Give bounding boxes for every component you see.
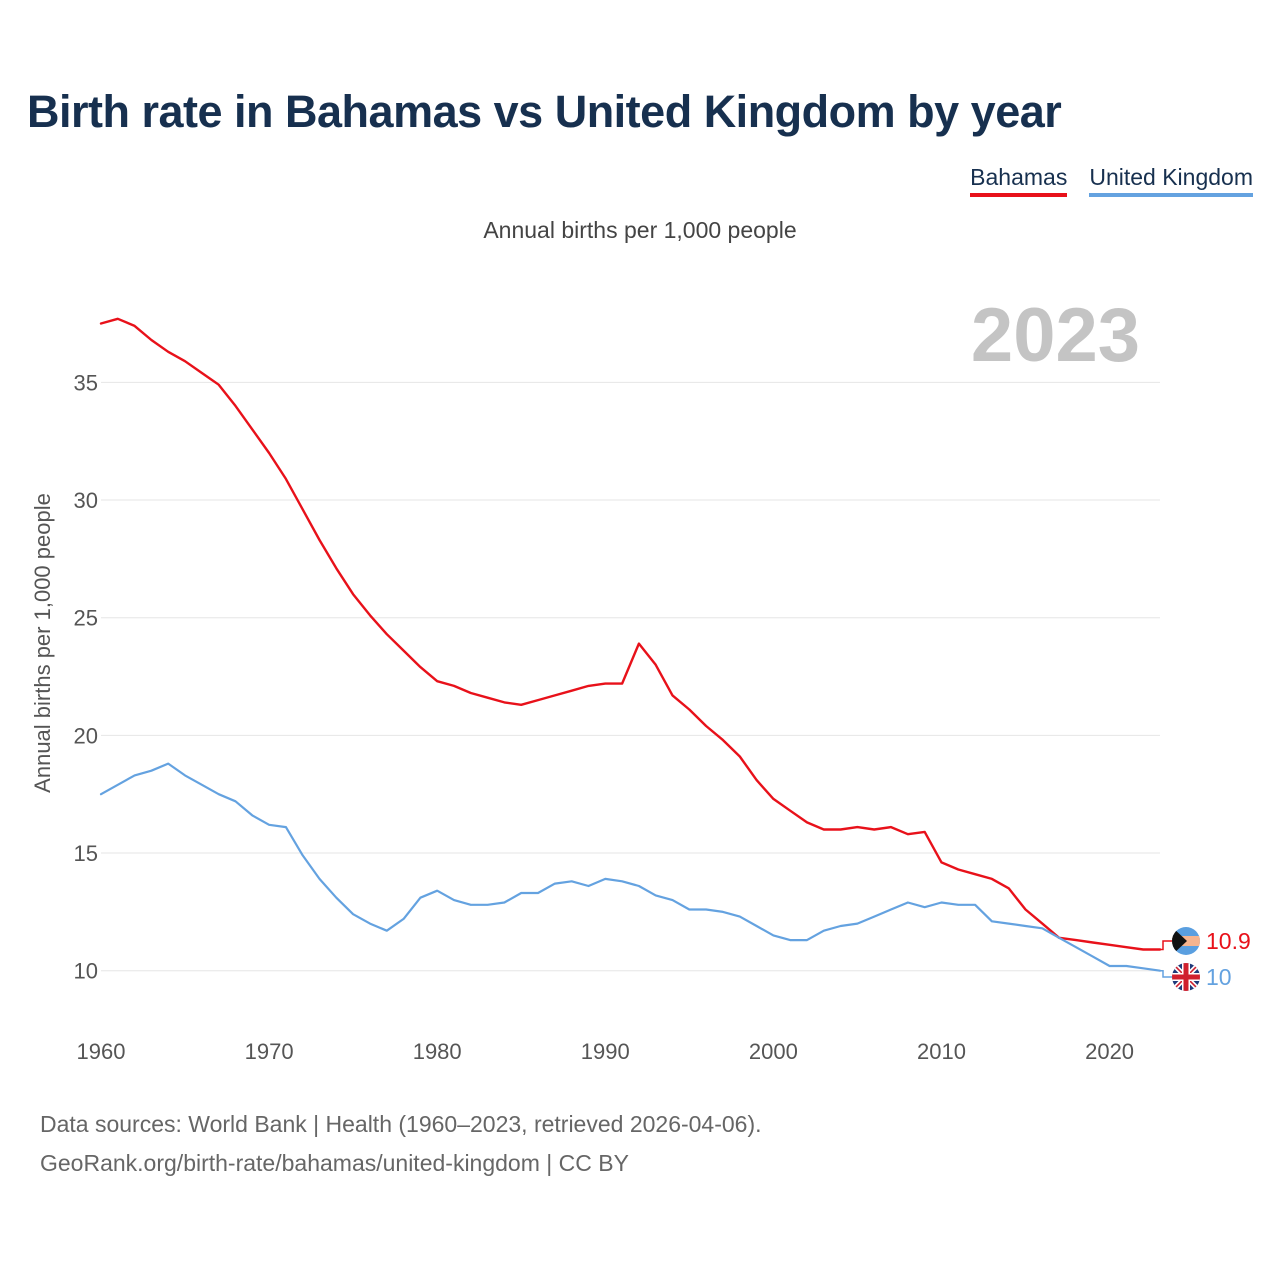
footer-link[interactable]: GeoRank.org/birth-rate/bahamas/united-ki…: [40, 1150, 629, 1176]
x-tick-label: 1960: [77, 1039, 126, 1064]
x-tick-label: 2020: [1085, 1039, 1134, 1064]
legend-item-united-kingdom[interactable]: United Kingdom: [1089, 164, 1253, 197]
x-tick-label: 2000: [749, 1039, 798, 1064]
united-kingdom-flag-icon: [1172, 963, 1200, 991]
end-label-bahamas: 10.9: [1206, 928, 1251, 954]
connector-bahamas: [1160, 940, 1172, 951]
connector-united-kingdom: [1160, 969, 1172, 978]
y-axis-label: Annual births per 1,000 people: [30, 493, 55, 793]
chart-subtitle: Annual births per 1,000 people: [483, 217, 797, 243]
y-tick-label: 25: [74, 606, 98, 631]
series-line-united-kingdom: [99, 762, 1162, 972]
chart-title: Birth rate in Bahamas vs United Kingdom …: [27, 86, 1062, 137]
flag-triangle: [1172, 927, 1187, 955]
end-label-united-kingdom: 10: [1206, 964, 1232, 990]
footer-source: Data sources: World Bank | Health (1960–…: [40, 1111, 762, 1137]
legend-item-bahamas[interactable]: Bahamas: [970, 164, 1068, 197]
series-points-united-kingdom: [99, 762, 1162, 973]
flag-cross-red: [1183, 963, 1189, 991]
year-watermark: 2023: [971, 293, 1140, 378]
series-line-bahamas: [99, 317, 1162, 951]
y-tick-label: 15: [74, 841, 98, 866]
x-tick-label: 1990: [581, 1039, 630, 1064]
y-tick-label: 30: [74, 488, 98, 513]
y-tick-label: 20: [74, 723, 98, 748]
x-tick-label: 1970: [245, 1039, 294, 1064]
y-tick-label: 10: [74, 959, 98, 984]
footer: Data sources: World Bank | Health (1960–…: [40, 1105, 762, 1183]
x-tick-label: 1980: [413, 1039, 462, 1064]
legend: Bahamas United Kingdom: [970, 164, 1253, 197]
bahamas-flag-icon: [1172, 927, 1200, 955]
y-tick-label: 35: [74, 370, 98, 395]
x-tick-label: 2010: [917, 1039, 966, 1064]
series-points-bahamas: [99, 317, 1162, 952]
